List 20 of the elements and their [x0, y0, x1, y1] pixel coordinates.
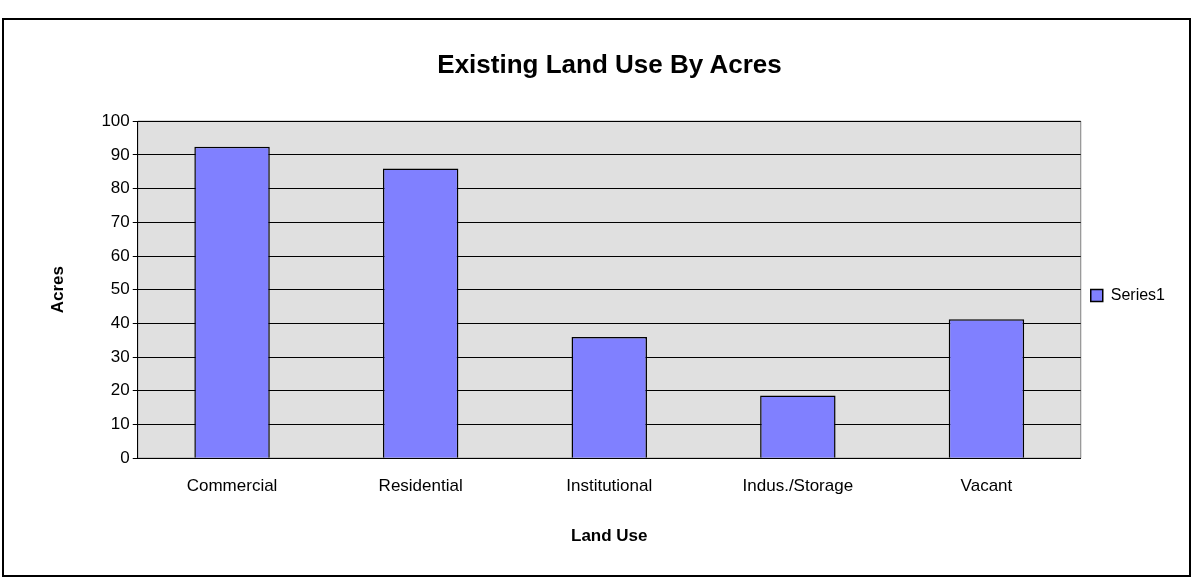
y-tick-label: 40 [110, 313, 130, 333]
y-tick-label: 10 [110, 414, 130, 434]
x-axis-title: Land Use [570, 526, 648, 546]
x-tick-label: Institutional [566, 476, 653, 496]
chart-title: Existing Land Use By Acres [437, 48, 782, 79]
y-tick-label: 60 [110, 245, 130, 265]
y-tick-label: 50 [110, 279, 130, 299]
legend-label: Series1 [1110, 285, 1166, 303]
x-tick-label: Indus./Storage [742, 476, 854, 496]
y-tick-label: 70 [110, 211, 130, 231]
y-tick-label: 20 [110, 380, 130, 400]
y-tick-label: 30 [110, 346, 130, 366]
x-tick-label: Residential [378, 476, 463, 496]
y-tick-label: 90 [110, 144, 130, 164]
x-tick-label: Vacant [960, 476, 1013, 496]
y-tick-label: 80 [110, 178, 130, 198]
y-tick-label: 0 [120, 447, 130, 467]
x-tick-label: Commercial [186, 476, 278, 496]
y-tick-label: 100 [101, 110, 130, 130]
y-axis-title: Acres [47, 266, 67, 314]
